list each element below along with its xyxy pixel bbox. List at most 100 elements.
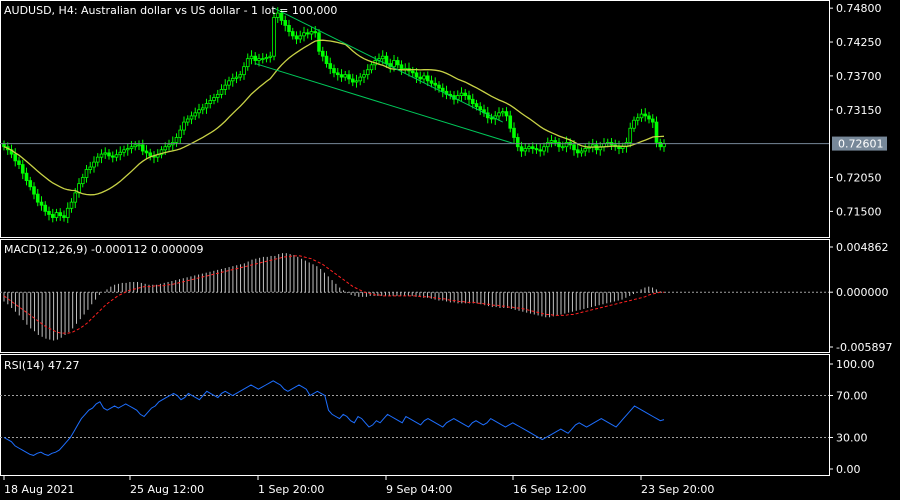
channel-lower-line[interactable] <box>255 63 515 145</box>
candle <box>414 68 419 84</box>
candle <box>50 208 55 223</box>
macd-panel-border <box>0 239 830 353</box>
candle <box>58 208 63 221</box>
candle <box>425 71 430 86</box>
candle <box>324 51 329 68</box>
time-axis-label: 16 Sep 12:00 <box>513 483 586 496</box>
candle <box>253 52 258 65</box>
rsi-axis-label: 30.00 <box>836 432 868 445</box>
channel-upper-line[interactable] <box>273 7 503 123</box>
candle <box>230 73 235 87</box>
candle <box>62 210 66 222</box>
time-axis-label: 25 Aug 12:00 <box>130 483 204 496</box>
candle <box>118 146 123 161</box>
rsi-axis-label: 0.00 <box>836 463 861 476</box>
candle <box>422 72 426 83</box>
macd-axis: 0.004862 0.000000 -0.005897 <box>829 241 892 354</box>
candle <box>579 147 584 157</box>
candle <box>54 208 59 222</box>
candle <box>249 50 254 65</box>
chart-title: AUDUSD, H4: Australian dollar vs US doll… <box>4 4 337 17</box>
candle <box>260 53 265 64</box>
candle <box>377 53 381 65</box>
candle <box>197 103 201 119</box>
rsi-panel-border <box>0 354 830 476</box>
candle <box>335 68 340 81</box>
candle <box>2 140 6 151</box>
candle <box>557 137 561 152</box>
candle <box>590 138 595 153</box>
current-price-tag <box>832 136 887 151</box>
candle <box>208 94 213 109</box>
candle <box>440 83 445 98</box>
price-axis-label: 0.73150 <box>836 104 882 117</box>
candle <box>365 64 370 80</box>
candle <box>662 139 666 152</box>
candle <box>185 115 190 126</box>
candle <box>470 93 475 109</box>
candle <box>545 137 550 153</box>
candle <box>268 51 273 63</box>
candle <box>20 159 25 180</box>
price-panel[interactable]: AUDUSD, H4: Australian dollar vs US doll… <box>0 0 830 238</box>
candle <box>343 70 348 81</box>
candle <box>110 151 115 163</box>
candle <box>92 156 96 173</box>
candle <box>13 148 18 167</box>
candle <box>290 27 295 40</box>
candle <box>362 69 366 84</box>
candle <box>635 113 640 126</box>
candle <box>632 116 636 132</box>
candle <box>482 104 486 117</box>
rsi-axis-label: 100.00 <box>836 358 875 371</box>
candle <box>624 137 629 153</box>
candle <box>647 111 651 124</box>
candle <box>80 173 85 188</box>
time-axis-label: 23 Sep 20:00 <box>641 483 714 496</box>
candle <box>122 145 126 157</box>
candle <box>129 141 134 154</box>
candle <box>309 26 314 40</box>
candle <box>317 29 321 55</box>
candle <box>418 71 423 84</box>
candle <box>395 56 400 69</box>
macd-panel[interactable]: MACD(12,26,9) -0.000112 0.000009 0.00486… <box>0 239 892 355</box>
rsi-panel[interactable]: RSI(14) 47.27 100.00 70.00 30.00 0.00 <box>0 354 875 477</box>
macd-axis-label: 0.004862 <box>836 241 889 254</box>
candle <box>467 90 471 106</box>
candle <box>602 138 606 152</box>
current-price-value: 0.72601 <box>838 138 884 151</box>
price-axis: 0.74800 0.74250 0.73700 0.73150 0.72050 0.715… <box>829 2 887 218</box>
candle <box>69 198 74 213</box>
candle <box>219 84 224 99</box>
price-axis-label: 0.72050 <box>836 172 882 185</box>
macd-axis-label: 0.000000 <box>836 286 889 299</box>
candle <box>294 31 299 45</box>
candle <box>140 139 145 156</box>
candle <box>28 176 33 191</box>
candle <box>530 142 535 154</box>
candle <box>47 206 51 221</box>
candle <box>155 149 160 162</box>
candle <box>444 85 449 100</box>
candle <box>148 148 153 161</box>
candle <box>223 79 228 95</box>
candle <box>272 12 276 61</box>
candle <box>204 98 209 114</box>
candle <box>189 111 194 125</box>
candle <box>264 53 269 63</box>
price-candles <box>2 7 666 224</box>
candle <box>305 28 310 39</box>
candle <box>497 107 501 121</box>
candle <box>242 62 246 80</box>
candle <box>429 75 434 88</box>
candle <box>527 143 531 153</box>
candle <box>24 167 29 186</box>
time-axis-label: 1 Sep 20:00 <box>258 483 324 496</box>
candle <box>133 141 138 151</box>
candle <box>410 66 415 78</box>
candle <box>328 57 333 75</box>
candle <box>84 165 89 183</box>
candle <box>643 108 648 122</box>
